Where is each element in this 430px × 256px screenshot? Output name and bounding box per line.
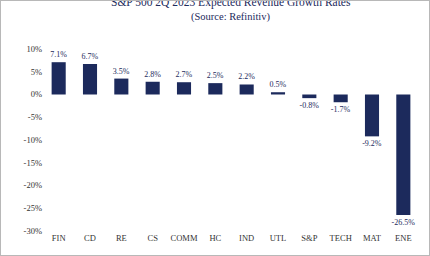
svg-text:CS: CS — [147, 233, 158, 243]
svg-text:0%: 0% — [31, 89, 42, 99]
svg-text:10%: 10% — [26, 44, 42, 54]
svg-text:S&P: S&P — [301, 233, 317, 243]
svg-text:-10%: -10% — [24, 135, 42, 145]
svg-text:(Source: Refinitiv): (Source: Refinitiv) — [191, 11, 271, 23]
svg-text:-25%: -25% — [24, 203, 42, 213]
svg-text:2.5%: 2.5% — [207, 71, 224, 80]
svg-text:-15%: -15% — [24, 158, 42, 168]
svg-text:MAT: MAT — [363, 233, 382, 243]
svg-text:COMM: COMM — [171, 233, 198, 243]
svg-text:IND: IND — [239, 233, 254, 243]
svg-text:UTL: UTL — [270, 233, 287, 243]
svg-text:S&P 500 2Q 2023 Expected Reven: S&P 500 2Q 2023 Expected Revenue Growth … — [111, 1, 351, 9]
svg-text:-0.8%: -0.8% — [299, 101, 319, 110]
svg-text:-30%: -30% — [24, 226, 42, 236]
svg-text:-1.7%: -1.7% — [331, 105, 351, 114]
svg-text:ENE: ENE — [395, 233, 412, 243]
svg-text:TECH: TECH — [330, 233, 352, 243]
svg-text:FIN: FIN — [52, 233, 66, 243]
svg-text:0.5%: 0.5% — [270, 80, 287, 89]
svg-text:5%: 5% — [31, 67, 42, 77]
svg-text:3.5%: 3.5% — [113, 67, 130, 76]
svg-text:2.7%: 2.7% — [176, 70, 193, 79]
svg-text:-20%: -20% — [24, 180, 42, 190]
svg-text:-26.5%: -26.5% — [391, 218, 415, 227]
svg-text:6.7%: 6.7% — [82, 52, 99, 61]
svg-text:2.2%: 2.2% — [238, 72, 255, 81]
svg-text:HC: HC — [209, 233, 221, 243]
svg-text:-9.2%: -9.2% — [362, 139, 382, 148]
svg-text:-5%: -5% — [28, 112, 42, 122]
svg-text:7.1%: 7.1% — [50, 50, 67, 59]
svg-text:2.8%: 2.8% — [144, 70, 161, 79]
svg-text:RE: RE — [116, 233, 127, 243]
svg-text:CD: CD — [84, 233, 96, 243]
